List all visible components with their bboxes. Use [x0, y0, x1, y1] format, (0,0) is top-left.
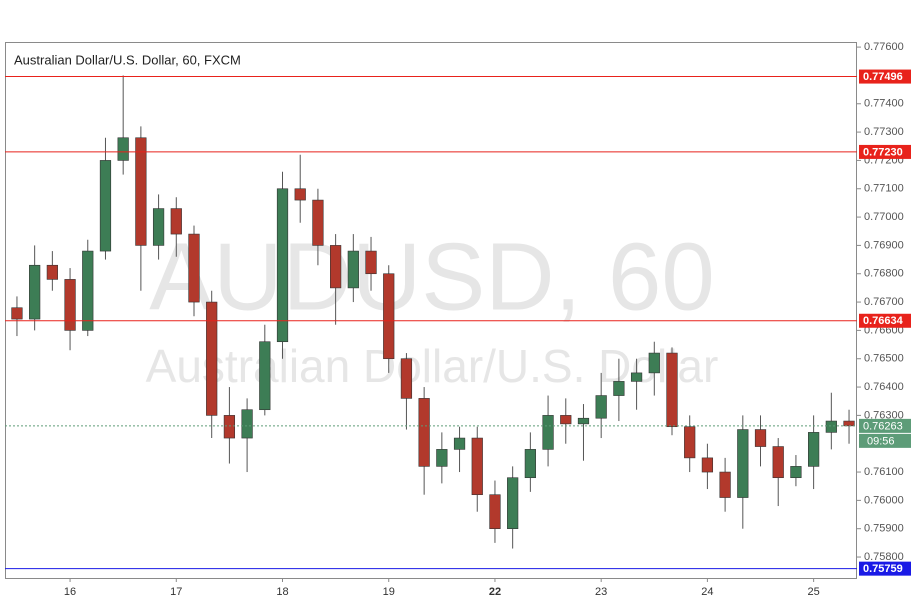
candle-body: [188, 233, 200, 303]
candle-body: [117, 137, 129, 161]
candle-body: [453, 437, 466, 450]
y-tick-label: 0.77100: [864, 183, 904, 195]
candle-body: [542, 415, 554, 450]
candle-body: [524, 449, 536, 479]
candle-body: [648, 352, 660, 374]
candle-body: [418, 398, 430, 467]
last-price-label: 0.76263: [863, 420, 903, 432]
x-tick-label: 25: [808, 586, 820, 598]
y-tick-label: 0.77400: [864, 98, 904, 110]
candle-body: [737, 429, 749, 498]
candle-body: [400, 358, 413, 399]
candle-body: [365, 250, 377, 275]
candle-body: [595, 395, 607, 419]
y-tick-label: 0.76900: [864, 239, 904, 251]
candle-body: [630, 372, 643, 382]
level-label: 0.77496: [863, 71, 903, 83]
candle-body: [383, 273, 395, 360]
candle-body: [577, 417, 590, 425]
x-tick-label: 24: [701, 586, 713, 598]
level-label: 0.77230: [863, 146, 903, 158]
countdown-box: [859, 433, 911, 448]
level-label: 0.76634: [863, 315, 904, 327]
watermark-subtitle: Australian Dollar/U.S. Dollar: [146, 340, 719, 392]
level-label-box: [859, 144, 911, 159]
candle-body: [471, 437, 483, 496]
y-tick-label: 0.76300: [864, 409, 904, 421]
candle-body: [206, 301, 218, 416]
candle-body: [29, 264, 41, 320]
chart-title: Australian Dollar/U.S. Dollar, 60, FXCM: [14, 52, 241, 67]
candle-body: [790, 466, 802, 479]
candle-body: [843, 420, 855, 427]
candle-body: [152, 208, 165, 246]
y-tick-label: 0.75900: [864, 523, 904, 535]
x-tick-label: 16: [64, 586, 76, 598]
countdown-label: 09:56: [867, 435, 895, 447]
candle-body: [82, 250, 94, 331]
y-tick-label: 0.76700: [864, 296, 904, 308]
x-tick-label: 18: [276, 586, 288, 598]
watermark: AUDUSD, 60: [149, 223, 715, 330]
last-price-box: [859, 418, 911, 433]
y-tick-label: 0.76500: [864, 353, 904, 365]
y-tick-label: 0.76800: [864, 268, 904, 280]
candle-body: [772, 446, 784, 479]
candle-body: [701, 457, 714, 473]
candle-body: [560, 415, 572, 425]
candle-body: [436, 449, 448, 467]
candle-body: [825, 420, 837, 433]
candle-body: [170, 208, 182, 235]
candle-body: [489, 494, 501, 530]
candle-body: [11, 307, 23, 320]
candle-body: [507, 477, 519, 530]
x-tick-label: 17: [170, 586, 182, 598]
candle-body: [276, 188, 289, 343]
candle-body: [46, 264, 58, 280]
y-tick-label: 0.77600: [864, 41, 904, 53]
y-tick-label: 0.76000: [864, 494, 904, 506]
candle-body: [312, 199, 324, 246]
level-label-box: [859, 69, 911, 84]
candle-body: [613, 381, 625, 396]
candle-body: [684, 426, 696, 459]
candle-body: [330, 245, 342, 289]
candle-body: [241, 409, 253, 439]
candle-body: [719, 471, 731, 498]
candle-body: [294, 188, 306, 201]
candle-body: [223, 415, 236, 439]
candle-body: [808, 432, 820, 467]
candle-body: [666, 352, 678, 428]
x-tick-label: 22: [489, 586, 501, 598]
level-label-box: [859, 561, 911, 576]
y-tick-label: 0.77300: [864, 126, 904, 138]
x-tick-label: 23: [595, 586, 607, 598]
level-label-box: [859, 313, 911, 328]
y-tick-label: 0.76100: [864, 466, 904, 478]
y-tick-label: 0.75800: [864, 551, 904, 563]
candle-body: [259, 341, 271, 411]
level-label: 0.75759: [863, 563, 903, 575]
candle-body: [754, 429, 767, 447]
y-tick-label: 0.77000: [864, 211, 904, 223]
candle-body: [64, 279, 76, 331]
candle-body: [99, 160, 112, 252]
y-tick-label: 0.76400: [864, 381, 904, 393]
x-tick-label: 19: [383, 586, 395, 598]
candle-body: [347, 250, 359, 289]
candle-body: [135, 137, 147, 246]
